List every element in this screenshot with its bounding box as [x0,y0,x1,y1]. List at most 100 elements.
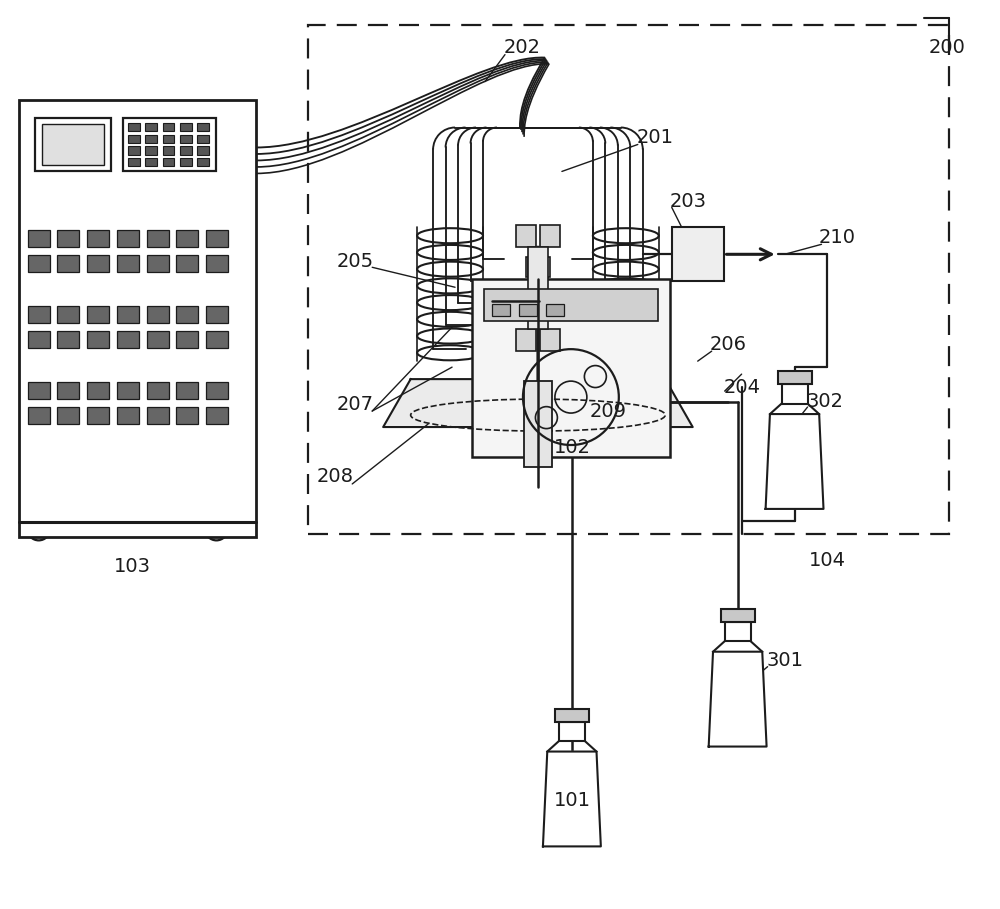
Bar [128,135,140,143]
Bar [147,230,169,247]
Bar [526,257,548,277]
Bar [555,709,589,722]
Bar [57,382,79,399]
Bar [176,305,198,324]
Bar [57,406,79,424]
Bar [176,406,198,424]
Polygon shape [766,415,824,509]
Text: 203: 203 [669,192,706,211]
Bar [782,385,808,404]
Bar [180,135,192,143]
Bar [123,117,216,172]
Bar [176,382,198,399]
Text: 202: 202 [503,38,540,57]
Bar [206,406,228,424]
Bar [57,230,79,247]
Bar [57,305,79,324]
Bar [519,305,537,316]
Bar [206,255,228,273]
Bar [28,305,50,324]
Bar [128,123,140,131]
Bar [117,230,139,247]
Text: 101: 101 [553,791,590,810]
Bar [540,329,560,351]
Bar [57,255,79,273]
Bar [528,247,548,329]
Text: 102: 102 [553,437,590,456]
Bar [484,289,658,321]
Bar [28,406,50,424]
Bar [197,135,209,143]
Bar [87,255,109,273]
Bar [19,100,256,537]
Bar [128,146,140,155]
Bar [180,123,192,131]
Polygon shape [543,752,601,846]
Bar [147,255,169,273]
Bar [117,255,139,273]
Bar [206,230,228,247]
Bar [492,305,510,316]
Bar [28,255,50,273]
Bar [117,382,139,399]
Bar [197,123,209,131]
Bar [206,331,228,348]
Bar [559,722,585,741]
Text: 201: 201 [636,128,673,147]
Bar [672,227,724,281]
Bar [117,406,139,424]
Text: 207: 207 [337,395,374,414]
Bar [197,146,209,155]
Bar [163,158,174,166]
Bar [28,331,50,348]
Text: 204: 204 [723,377,760,396]
Bar [42,124,104,165]
Bar [147,406,169,424]
Bar [128,158,140,166]
Text: 205: 205 [337,252,374,271]
Bar [721,609,755,622]
Bar [176,255,198,273]
Bar [197,158,209,166]
Text: 208: 208 [317,467,354,486]
Bar [145,135,157,143]
Bar [57,331,79,348]
Bar [145,146,157,155]
Bar [28,382,50,399]
Bar [145,158,157,166]
Bar [540,225,560,247]
Bar [206,305,228,324]
Bar [87,331,109,348]
Bar [546,305,564,316]
Bar [176,331,198,348]
Text: 103: 103 [114,557,151,576]
Bar [163,146,174,155]
Bar [180,158,192,166]
Bar [308,25,949,534]
Bar [35,117,111,172]
Bar [163,135,174,143]
Bar [87,406,109,424]
Bar [87,382,109,399]
Bar [117,331,139,348]
Bar [147,382,169,399]
Text: 200: 200 [929,38,966,57]
Bar [147,305,169,324]
Bar [206,382,228,399]
Text: 206: 206 [709,335,746,354]
Bar [87,305,109,324]
Text: 209: 209 [589,402,626,421]
Polygon shape [383,379,693,427]
Bar [516,225,536,247]
Polygon shape [709,652,767,746]
Bar [472,279,670,457]
Text: 104: 104 [809,552,846,570]
Bar [176,230,198,247]
Bar [528,257,550,277]
Bar [145,123,157,131]
Bar [725,622,751,641]
Bar [117,305,139,324]
Bar [778,371,812,385]
Bar [524,381,552,467]
Bar [180,146,192,155]
